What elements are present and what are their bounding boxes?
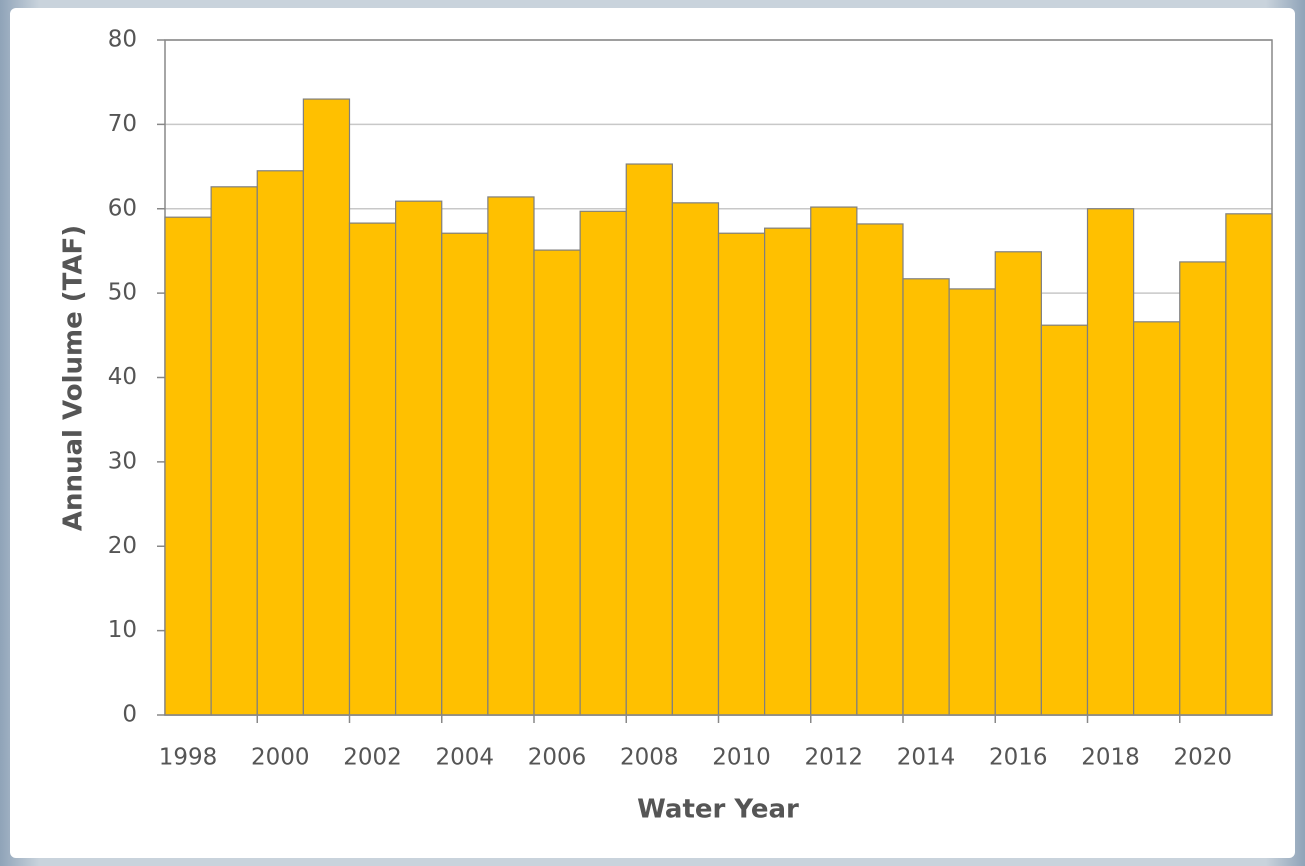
bar [671,202,720,716]
x-tick-label: 2010 [712,745,771,771]
x-tick-label: 2018 [1081,745,1140,771]
y-tick-label: 30 [108,448,137,474]
bar [302,98,351,716]
x-tick-label: 2016 [989,745,1048,771]
x-tick-label: 2000 [251,745,310,771]
bar [441,232,489,716]
y-tick-label: 70 [108,111,137,137]
bar [1040,324,1089,716]
x-tick-label: 2006 [528,745,587,771]
bar [1179,261,1227,716]
bar [994,251,1042,716]
x-tick-label: 1998 [159,745,218,771]
bar [579,210,627,716]
bar [1133,321,1181,716]
bar [164,216,212,716]
bar [395,200,443,716]
bar [902,278,950,716]
bar [717,232,766,716]
x-axis-title: Water Year [637,795,799,825]
bar [856,223,904,716]
y-tick-label: 10 [108,617,137,643]
y-tick-label: 40 [108,364,137,390]
bar [210,186,258,716]
bar [625,163,673,716]
y-tick-label: 60 [108,195,137,221]
bar [487,196,535,716]
x-tick-label: 2002 [343,745,402,771]
bar [533,249,581,716]
y-tick-label: 20 [108,533,137,559]
bar [810,206,858,716]
y-tick-label: 0 [122,702,137,728]
bar [1225,213,1273,716]
x-tick-label: 2014 [897,745,956,771]
y-tick-label: 80 [108,27,137,53]
bar [348,222,397,716]
bar [256,170,304,716]
x-tick-label: 2004 [436,745,495,771]
y-tick-label: 50 [108,280,137,306]
x-tick-label: 2008 [620,745,679,771]
x-tick-label: 2012 [805,745,864,771]
bar [1086,208,1135,716]
x-tick-label: 2020 [1174,745,1233,771]
bar [948,288,996,716]
y-axis-title: Annual Volume (TAF) [59,225,89,531]
bar [764,227,812,716]
